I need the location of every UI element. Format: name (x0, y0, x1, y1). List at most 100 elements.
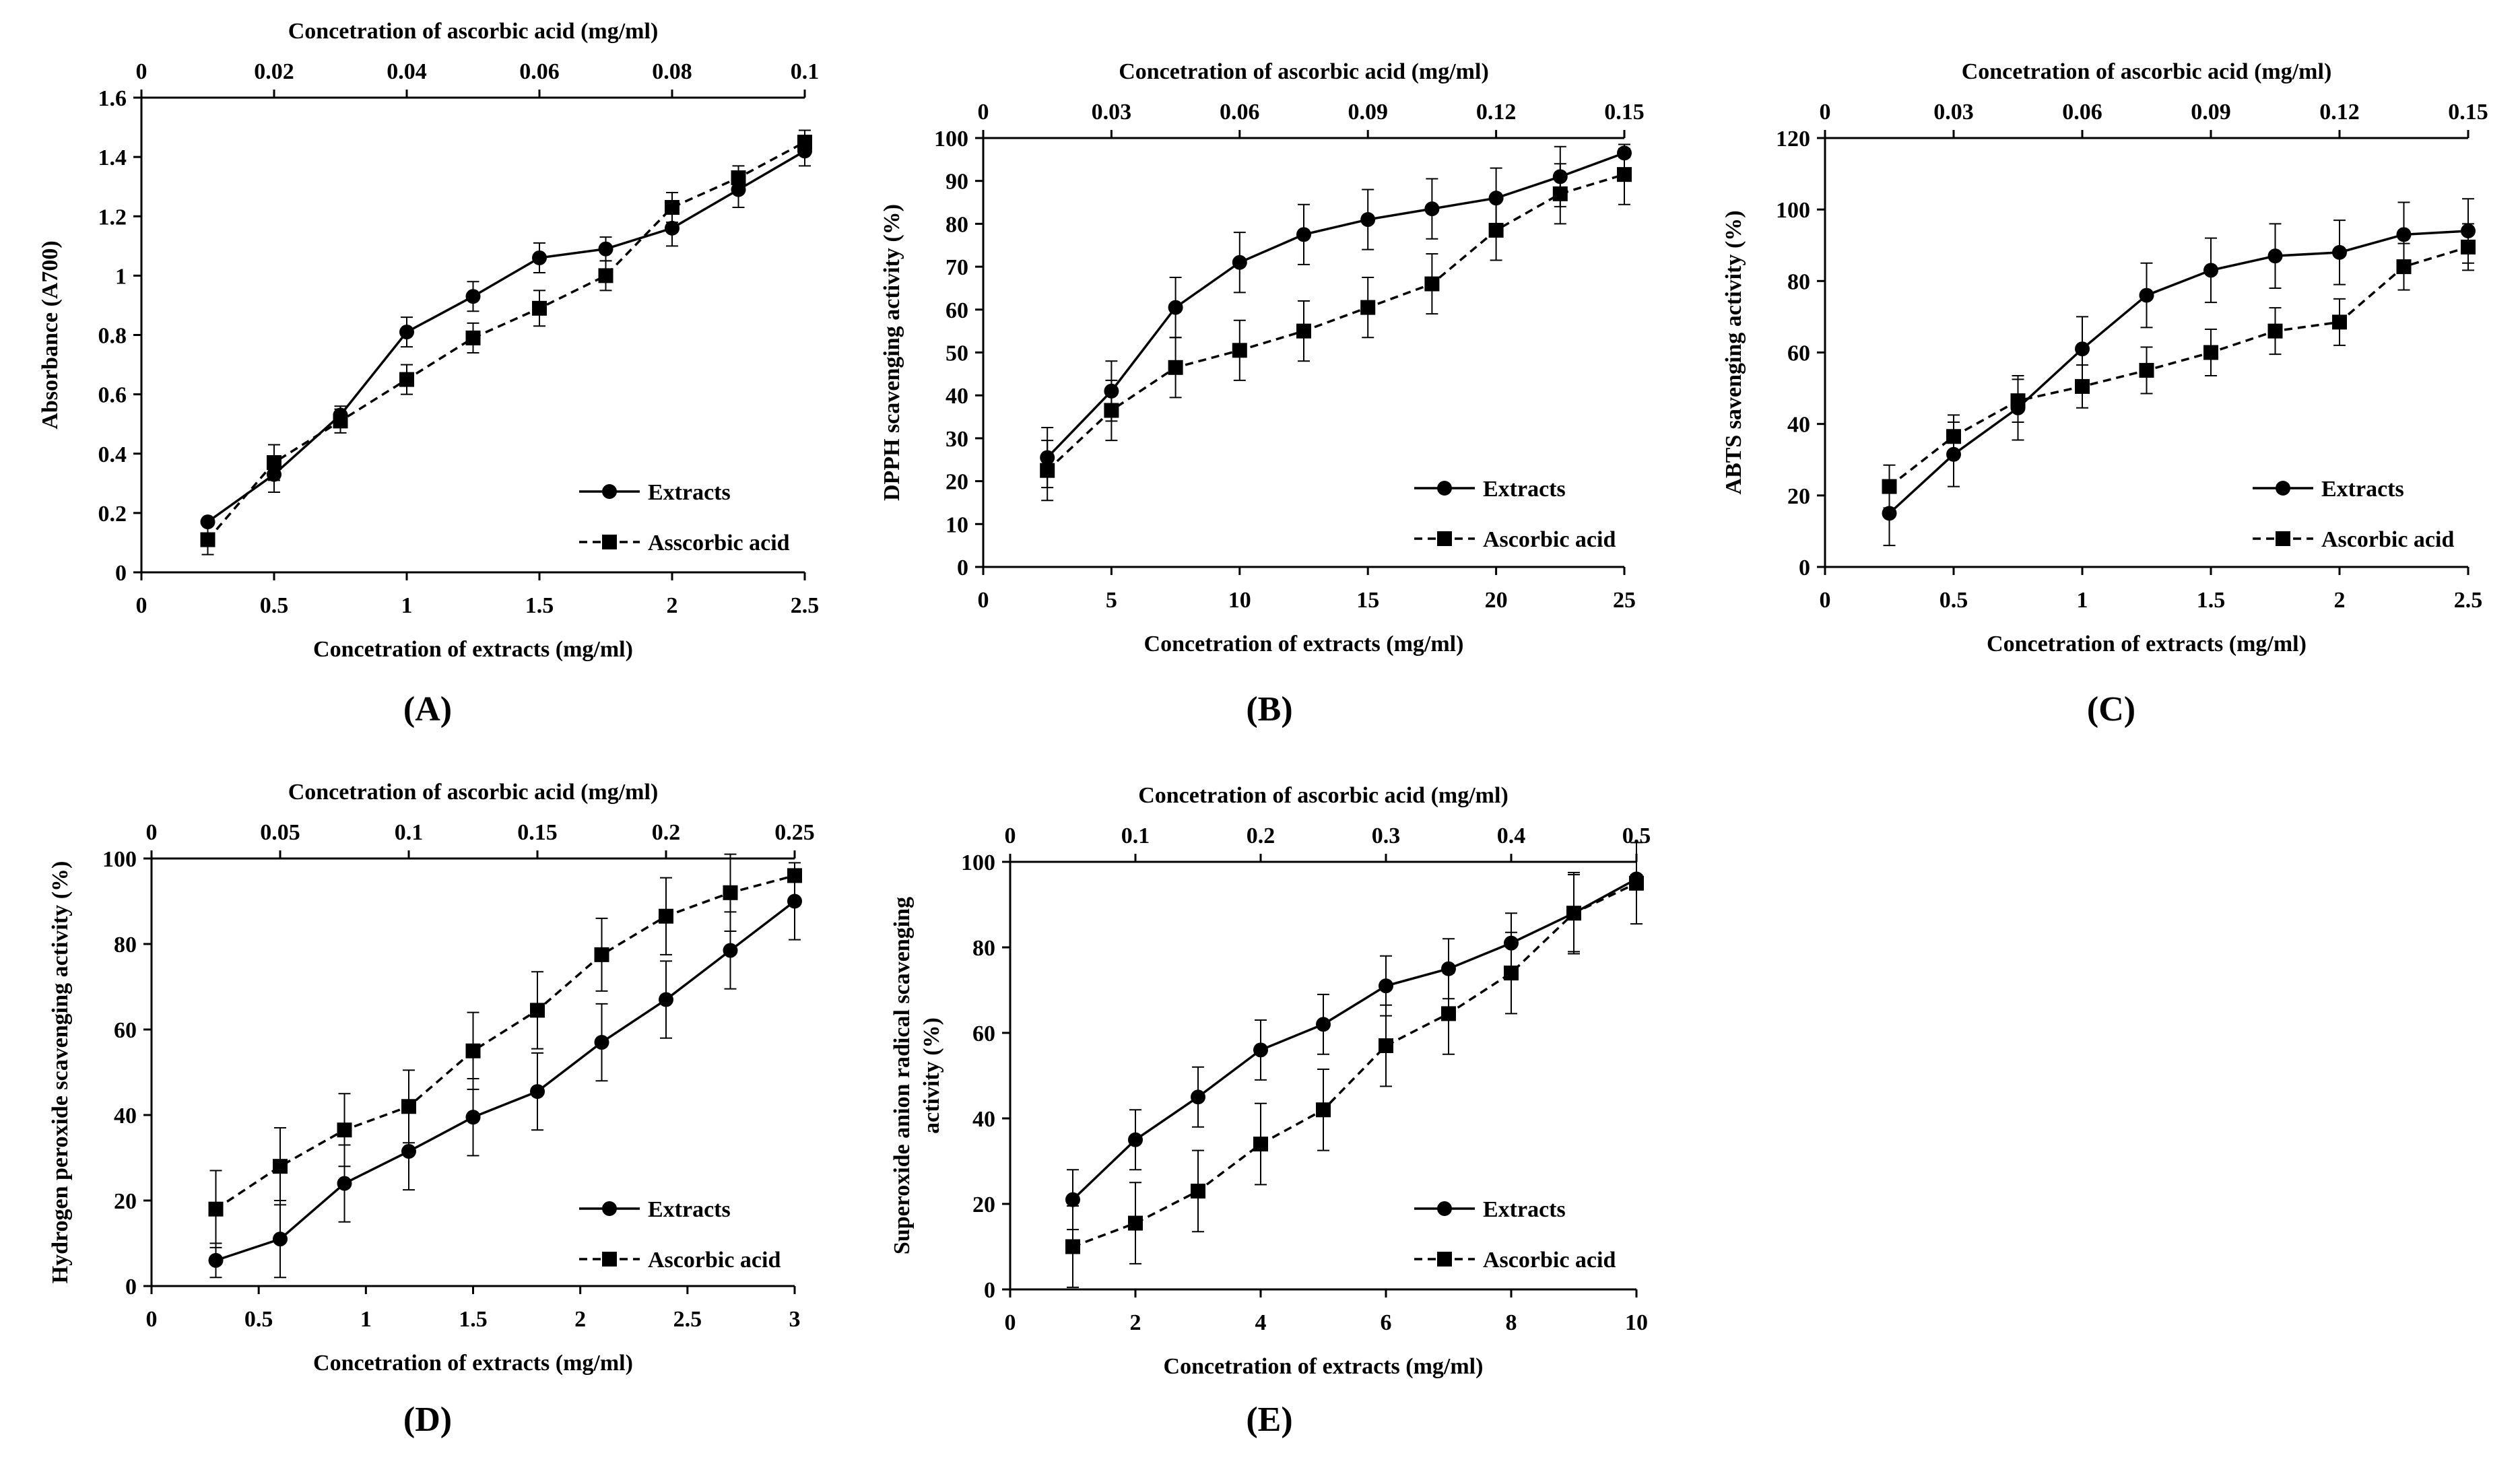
data-point-square (723, 885, 738, 900)
data-point-circle (1191, 1089, 1205, 1105)
y-tick-label: 20 (972, 1192, 995, 1217)
data-point-square (1360, 300, 1376, 315)
x-axis-title: Concetration of extracts (mg/ml) (1144, 632, 1464, 656)
x2-tick-label: 0.06 (1220, 100, 1260, 125)
data-point-square (267, 454, 281, 470)
x2-axis-title: Concetration of ascorbic acid (mg/ml) (1138, 783, 1508, 808)
y-tick-label: 0 (1799, 555, 1810, 580)
data-point-circle (1360, 212, 1376, 228)
data-point-square (2075, 378, 2090, 394)
x-tick-label: 10 (1228, 588, 1251, 613)
x2-tick-label: 0.3 (1372, 823, 1401, 848)
series-extracts (1040, 145, 1632, 489)
data-point-square (1316, 1102, 1331, 1118)
x-tick-label: 2.5 (2454, 588, 2483, 613)
chart-panel-b: 0 5 10 15 20 25 0 0.03 0.06 0.09 0.12 0.15 0 10 20 30 40… (880, 59, 1645, 729)
data-point-square (1882, 479, 1897, 494)
data-point-square (1128, 1215, 1143, 1231)
series-line (1888, 246, 2469, 487)
data-point-square (1617, 167, 1632, 182)
x-tick-label: 1 (360, 1307, 372, 1332)
data-point-circle (1316, 1017, 1331, 1032)
chart-panel-d: 0 0.5 1 1.5 2 2.5 3 0 0.05 0.1 0.15 0.2 0.25 0 20 40 60 8… (48, 780, 815, 1439)
chart-panel-c: 0 0.5 1 1.5 2 2.5 0 0.03 0.06 0.09 0.12 0.15 0 20 40 60… (1721, 59, 2488, 729)
series-extracts (1065, 871, 1644, 1231)
legend-marker-circle (602, 484, 617, 499)
legend-label: Extracts (2321, 477, 2404, 502)
y-tick-label: 0.8 (98, 324, 127, 349)
y-tick-label: 100 (102, 847, 137, 872)
x-tick-label: 0 (1820, 588, 1831, 613)
data-point-square (465, 1043, 481, 1058)
x-tick-label: 4 (1255, 1310, 1267, 1335)
x-tick-label: 0 (978, 588, 989, 613)
x-tick-label: 0.5 (260, 593, 289, 618)
x-tick-label: 0 (146, 1307, 158, 1332)
x-tick-label: 1.5 (2197, 588, 2226, 613)
x-axis-title: Concetration of extracts (mg/ml) (313, 637, 633, 662)
data-point-circle (1882, 506, 1897, 521)
data-point-circle (399, 325, 414, 340)
panel-label: (E) (1246, 1401, 1292, 1439)
x-tick-label: 3 (789, 1307, 801, 1332)
series-line (1072, 882, 1637, 1248)
y-tick-label: 30 (946, 427, 968, 452)
legend-marker-circle (602, 1201, 617, 1216)
x2-tick-label: 0 (146, 820, 158, 845)
data-point-square (2139, 363, 2154, 378)
data-point-square (1488, 222, 1504, 238)
data-point-square (530, 1003, 545, 1018)
data-point-square (594, 947, 609, 962)
data-point-square (1104, 403, 1119, 418)
x-tick-label: 0.5 (1939, 588, 1968, 613)
x2-tick-label: 0.08 (652, 59, 692, 84)
x2-tick-label: 0.2 (652, 820, 681, 845)
data-point-square (401, 1099, 416, 1114)
y-tick-label: 0 (957, 555, 968, 580)
x-tick-label: 2 (574, 1307, 586, 1332)
x2-axis-title: Concetration of ascorbic acid (mg/ml) (288, 19, 659, 44)
x2-tick-label: 0.15 (517, 820, 558, 845)
legend-marker-square (602, 535, 617, 549)
data-point-circle (594, 1035, 609, 1050)
series-line (1888, 230, 2469, 514)
x2-tick-label: 0.25 (774, 820, 815, 845)
series-ascorbic-acid (200, 129, 812, 555)
x-tick-label: 2 (1130, 1310, 1141, 1335)
y-tick-label: 60 (1787, 341, 1810, 366)
y-tick-label: 0 (115, 561, 127, 586)
y-tick-label: 100 (1776, 198, 1810, 223)
data-point-circle (2203, 263, 2218, 278)
legend-label: Extracts (1483, 1197, 1566, 1222)
data-point-square (1065, 1239, 1080, 1254)
y-tick-label: 20 (1787, 484, 1810, 509)
x2-tick-label: 0.4 (1497, 823, 1526, 848)
x-tick-label: 2.5 (791, 593, 820, 618)
y-tick-label: 120 (1776, 127, 1810, 151)
y-axis-title: Hydrogen peroxide scavenging activity (%… (48, 861, 73, 1284)
x-tick-label: 15 (1356, 588, 1379, 613)
legend-label: Ascorbic acid (1483, 1248, 1616, 1273)
x-tick-label: 10 (1625, 1310, 1648, 1335)
y-axis-title: DPPH scavenging activity (%) (880, 204, 904, 501)
data-point-square (2396, 259, 2412, 275)
chart-panel-e: 0 2 4 6 8 100 0.1 0.2 0.3 0.4 0.5020406080100Conce… (890, 783, 1651, 1439)
legend-marker-square (1437, 1252, 1452, 1267)
y-axis-title: Absorbance (A700) (38, 240, 63, 429)
data-point-square (1629, 875, 1644, 891)
data-point-circle (465, 1110, 481, 1125)
x2-axis-title: Concetration of ascorbic acid (mg/ml) (1119, 59, 1489, 84)
data-point-circle (401, 1143, 416, 1159)
data-point-circle (2075, 341, 2090, 357)
y-tick-label: 1.4 (98, 145, 127, 170)
x2-tick-label: 0.03 (1092, 100, 1132, 125)
data-point-square (1552, 186, 1568, 201)
legend: Extracts Ascorbic acid (1414, 1197, 1616, 1273)
legend: Extracts Ascorbic acid (1414, 477, 1616, 552)
data-point-circle (665, 220, 679, 236)
x-tick-label: 5 (1106, 588, 1117, 613)
y-tick-label: 60 (972, 1021, 995, 1046)
data-point-square (1441, 1006, 1456, 1021)
x2-tick-label: 0.06 (2062, 100, 2102, 125)
